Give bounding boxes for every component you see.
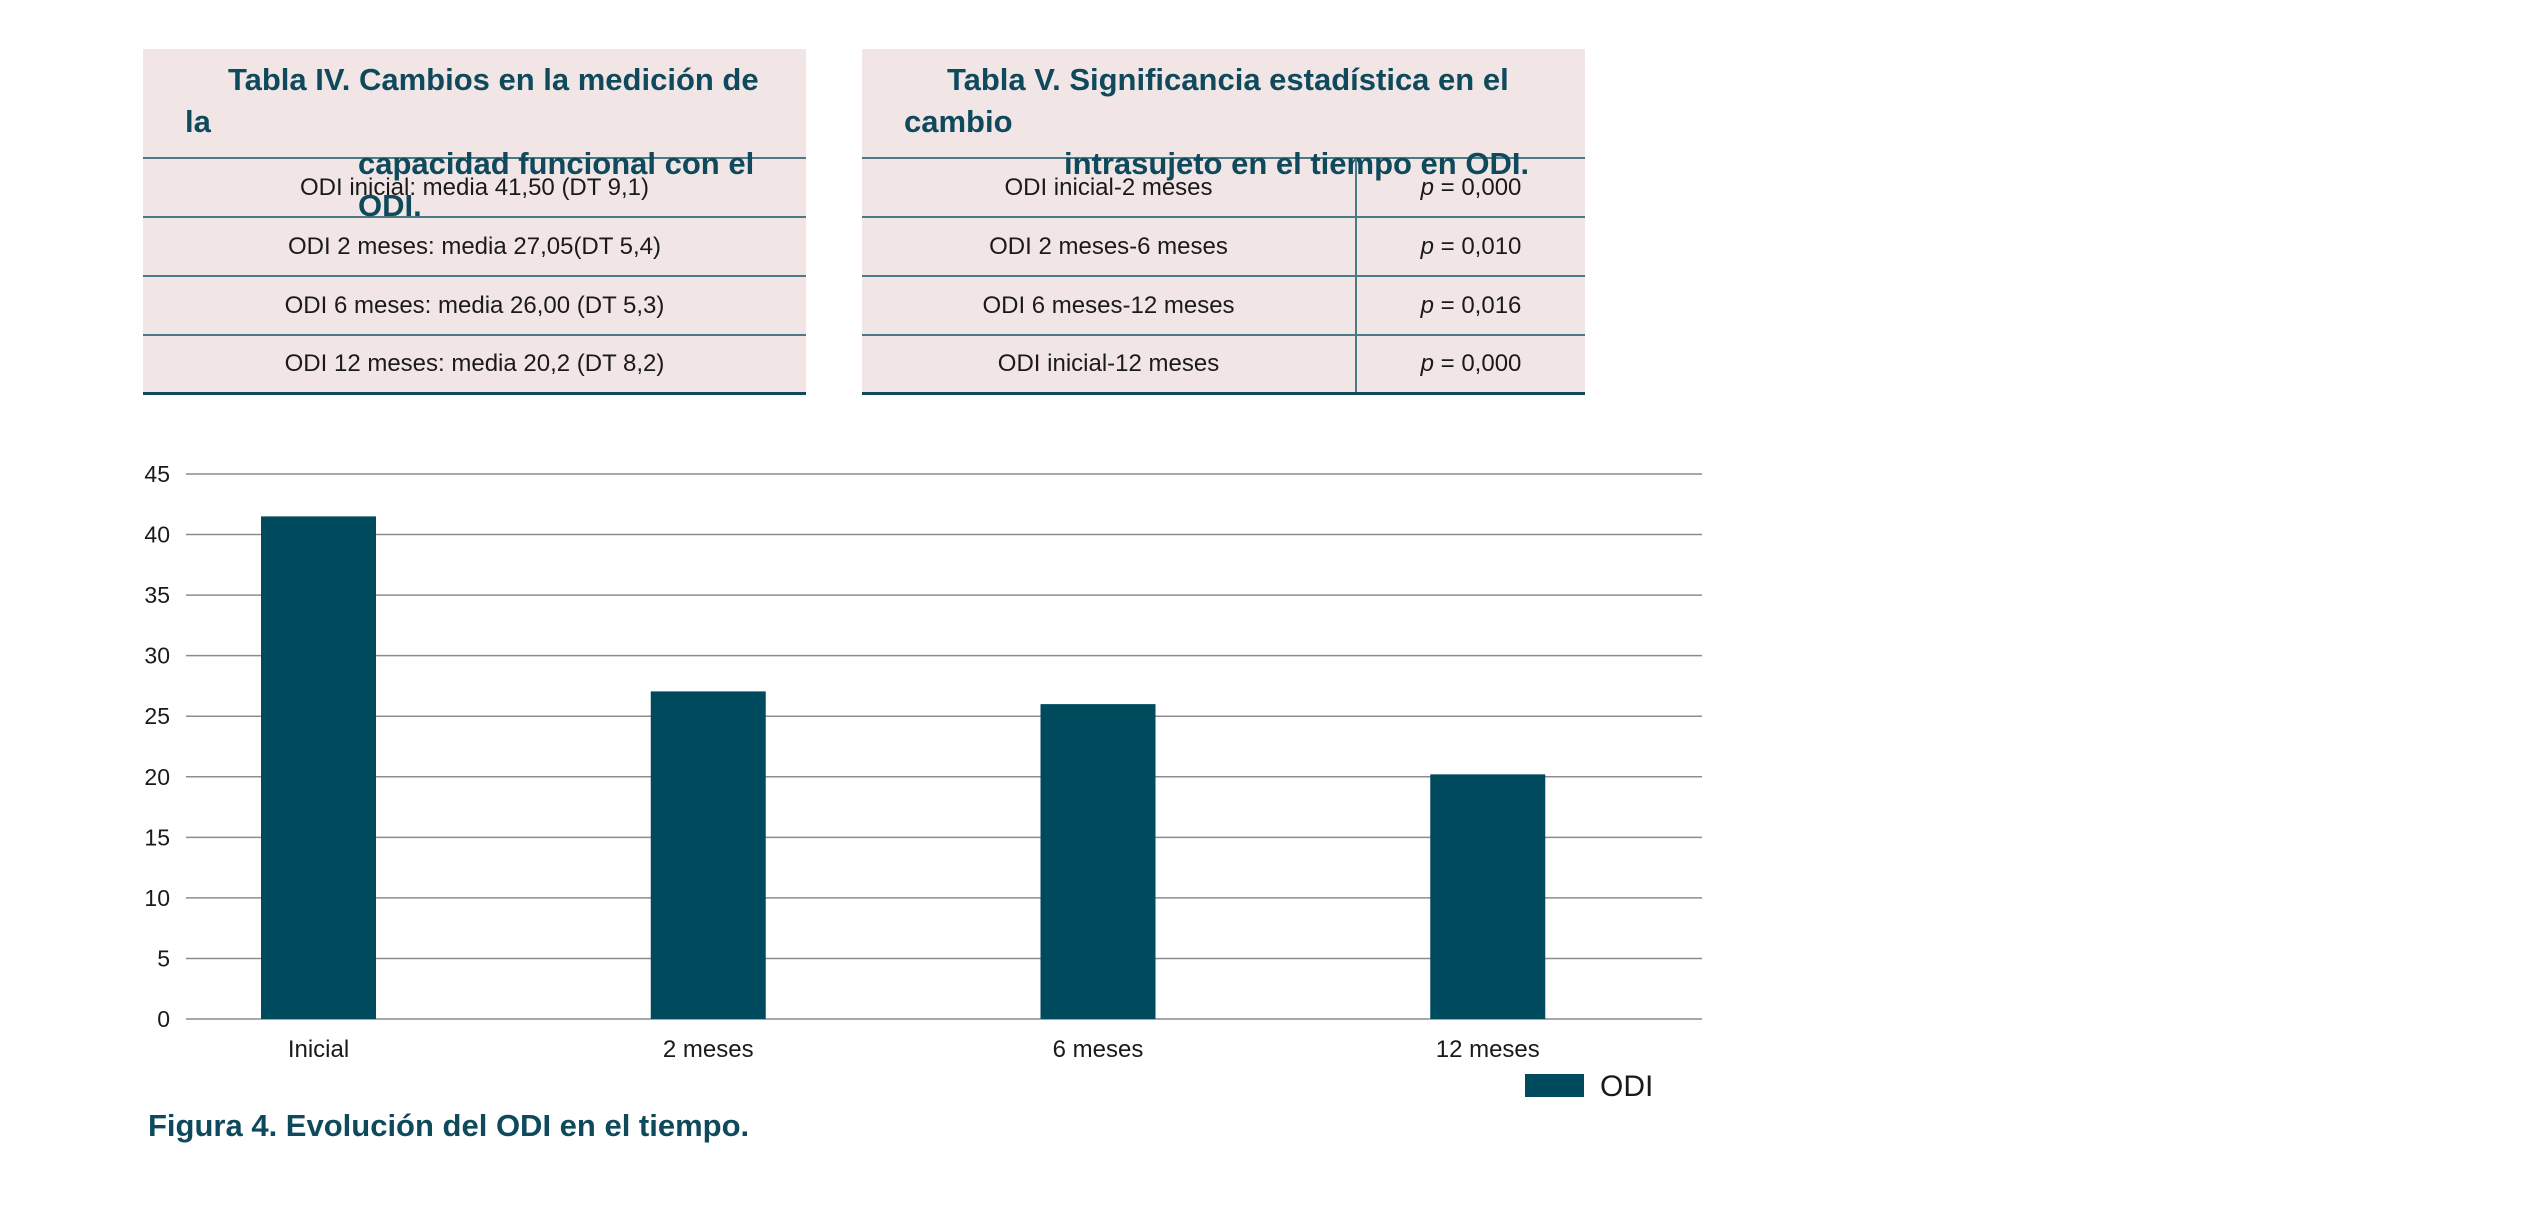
p-value: p = 0,010 — [1357, 233, 1585, 261]
comparison-label: ODI inicial-12 meses — [862, 336, 1357, 392]
x-tick-label: 6 meses — [1053, 1036, 1144, 1063]
p-value: p = 0,016 — [1357, 292, 1585, 320]
bar — [650, 691, 766, 1019]
table-row: ODI inicial: media 41,50 (DT 9,1) — [143, 159, 806, 218]
y-tick-label: 10 — [144, 885, 170, 911]
x-tick-label: 12 meses — [1436, 1036, 1540, 1063]
y-tick-label: 15 — [144, 824, 170, 850]
y-tick-label: 40 — [144, 522, 170, 548]
tabla-v-title: Tabla V. Significancia estadística en el… — [862, 49, 1585, 181]
legend-swatch — [1525, 1074, 1584, 1097]
tabla-iv-title: Tabla IV. Cambios en la medición de la c… — [143, 49, 806, 223]
tabla-v: Tabla V. Significancia estadística en el… — [862, 49, 1585, 395]
tabla-iv-title-line2: capacidad funcional con el ODI. — [358, 146, 755, 223]
comparison-label: ODI inicial-2 meses — [862, 159, 1357, 216]
y-tick-label: 35 — [144, 582, 170, 608]
y-tick-label: 5 — [157, 945, 170, 971]
p-symbol: p — [1420, 232, 1434, 260]
p-value: p = 0,000 — [1357, 174, 1585, 202]
y-tick-label: 25 — [144, 703, 170, 729]
tabla-iv-title-line1: Tabla IV. Cambios en la medición de la — [185, 62, 759, 139]
y-tick-label: 20 — [144, 764, 170, 790]
bar — [1430, 774, 1546, 1019]
y-tick-label: 30 — [144, 643, 170, 669]
p-symbol: p — [1420, 291, 1434, 319]
figure-caption: Figura 4. Evolución del ODI en el tiempo… — [148, 1108, 750, 1143]
p-value-text: = 0,000 — [1440, 350, 1522, 377]
table-row: ODI 2 meses: media 27,05(DT 5,4) — [143, 218, 806, 277]
table-row: ODI 6 meses: media 26,00 (DT 5,3) — [143, 277, 806, 336]
comparison-label: ODI 2 meses-6 meses — [862, 218, 1357, 275]
tabla-v-title-line1: Tabla V. Significancia estadística en el… — [904, 62, 1509, 139]
y-tick-label: 45 — [144, 461, 170, 487]
x-tick-label: Inicial — [288, 1036, 349, 1063]
bar — [1040, 704, 1156, 1019]
table-row: ODI 6 meses-12 meses p = 0,016 — [862, 277, 1585, 336]
table-row: ODI 12 meses: media 20,2 (DT 8,2) — [143, 336, 806, 395]
p-value: p = 0,000 — [1357, 350, 1585, 378]
p-value-text: = 0,016 — [1440, 291, 1522, 319]
table-row: ODI inicial-12 meses p = 0,000 — [862, 336, 1585, 395]
table-row: ODI 2 meses-6 meses p = 0,010 — [862, 218, 1585, 277]
x-tick-label: 2 meses — [663, 1036, 754, 1063]
tabla-v-title-line2: intrasujeto en el tiempo en ODI. — [1064, 146, 1530, 181]
table-row: ODI inicial-2 meses p = 0,000 — [862, 159, 1585, 218]
p-symbol: p — [1420, 173, 1434, 201]
tabla-iv: Tabla IV. Cambios en la medición de la c… — [143, 49, 806, 395]
y-tick-label: 0 — [157, 1006, 170, 1032]
bar — [261, 516, 376, 1019]
comparison-label: ODI 6 meses-12 meses — [862, 277, 1357, 334]
p-symbol: p — [1420, 350, 1434, 377]
p-value-text: = 0,010 — [1440, 232, 1522, 260]
p-value-text: = 0,000 — [1440, 173, 1522, 201]
legend-label: ODI — [1600, 1070, 1653, 1103]
